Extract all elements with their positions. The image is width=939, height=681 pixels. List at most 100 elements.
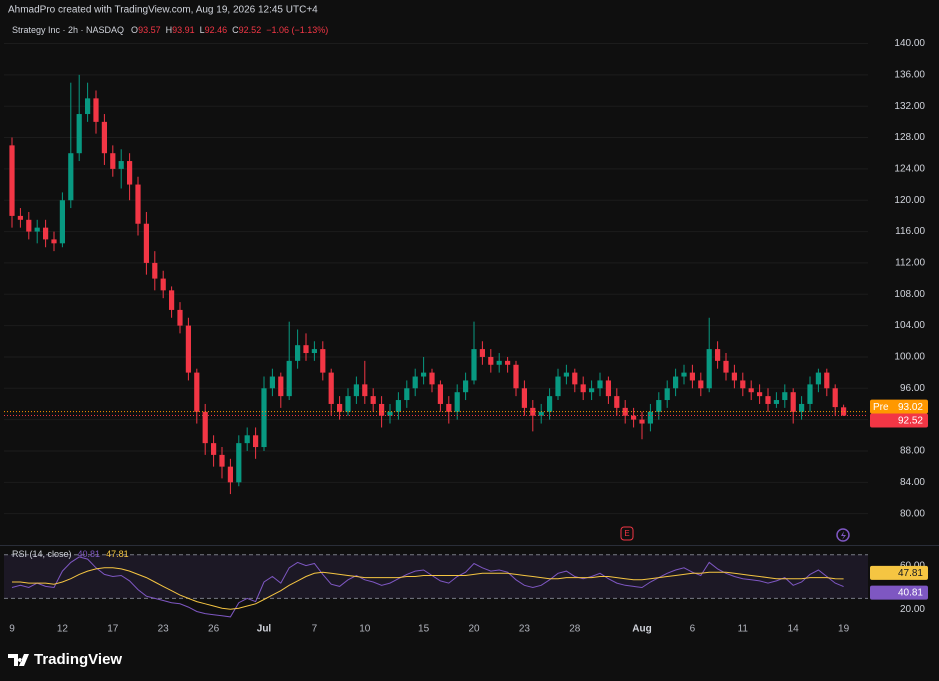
candle-body xyxy=(337,403,343,412)
candle-body xyxy=(807,384,813,404)
candle-body xyxy=(236,443,242,483)
candle-body xyxy=(412,376,418,389)
candle-body xyxy=(656,400,662,412)
x-tick-label: 7 xyxy=(312,624,318,635)
candle-body xyxy=(110,153,116,169)
x-tick-label: 26 xyxy=(208,624,220,635)
candle-body xyxy=(227,466,233,483)
candle-body xyxy=(446,403,452,412)
y-tick-label: 120.00 xyxy=(894,195,925,206)
candle-body xyxy=(471,349,477,381)
candle-body xyxy=(773,400,779,404)
candle-body xyxy=(169,290,175,310)
candle-body xyxy=(429,372,435,385)
x-tick-label: 23 xyxy=(158,624,170,635)
candle-body xyxy=(731,372,737,381)
legend-title: RSI (14, close) xyxy=(12,549,72,559)
candle-body xyxy=(605,380,611,397)
x-tick-label: 23 xyxy=(519,624,531,635)
legend-value: 93.91 xyxy=(172,25,195,35)
candle-body xyxy=(488,356,494,365)
candle-body xyxy=(395,400,401,412)
candle-body xyxy=(152,262,158,279)
candle-body xyxy=(589,388,595,393)
candle-body xyxy=(547,396,553,412)
candle-body xyxy=(295,345,301,361)
candle-body xyxy=(34,227,40,232)
candle-body xyxy=(160,278,166,291)
y-tick-label: 100.00 xyxy=(894,352,925,363)
last-price-bg xyxy=(870,413,928,428)
candle-body xyxy=(437,384,443,404)
premarket-label: Pre xyxy=(873,402,889,413)
legend-prefix: L xyxy=(200,25,205,35)
rsi-band xyxy=(4,554,868,599)
x-tick-label: 12 xyxy=(57,624,69,635)
candle-body xyxy=(194,372,200,412)
legend-prefix: H xyxy=(166,25,173,35)
candle-body xyxy=(43,227,49,240)
candle-body xyxy=(706,349,712,389)
candle-body xyxy=(740,380,746,389)
brand: TradingView xyxy=(34,651,122,668)
candle-body xyxy=(832,388,838,408)
candle-body xyxy=(219,454,225,467)
candle-body xyxy=(362,384,368,397)
candle-body xyxy=(320,349,326,373)
candle-body xyxy=(454,392,460,412)
legend-value: 92.46 xyxy=(205,25,228,35)
candle-body xyxy=(85,98,91,115)
candle-body xyxy=(748,388,754,393)
x-tick-label: 19 xyxy=(838,624,850,635)
tradingview-logo: TradingView xyxy=(8,651,122,668)
last-price: 92.52 xyxy=(898,416,923,427)
candle-body xyxy=(59,200,65,244)
y-tick-label: 104.00 xyxy=(894,320,925,331)
rsi-badge-bg xyxy=(870,565,928,580)
x-tick-label: 14 xyxy=(788,624,800,635)
candle-body xyxy=(647,411,653,424)
candle-body xyxy=(278,376,284,397)
rsi-badge-bg xyxy=(870,585,928,600)
candle-body xyxy=(841,407,847,416)
earnings-marker: E xyxy=(624,529,629,538)
candle-body xyxy=(93,98,99,122)
candle-body xyxy=(311,349,317,354)
candle-body xyxy=(303,345,309,354)
candle-body xyxy=(244,435,250,444)
candle-body xyxy=(505,360,511,365)
candle-body xyxy=(757,392,763,397)
candle-body xyxy=(815,372,821,385)
candle-body xyxy=(127,161,133,185)
y-tick-label: 116.00 xyxy=(895,226,925,237)
legend-value: 47.81 xyxy=(106,549,129,559)
candle-body xyxy=(715,349,721,361)
y-tick-label: 108.00 xyxy=(894,289,925,300)
candle-body xyxy=(26,219,32,232)
candle-body xyxy=(673,376,679,389)
candle-body xyxy=(597,380,603,389)
header: AhmadPro created with TradingView.com, A… xyxy=(8,5,318,16)
candle-body xyxy=(580,384,586,393)
rsi-line xyxy=(12,567,844,610)
y-tick-label: 60.00 xyxy=(900,560,925,571)
candle-body xyxy=(689,372,695,381)
candle-body xyxy=(76,114,82,154)
candle-body xyxy=(782,392,788,401)
x-tick-label: 10 xyxy=(359,624,371,635)
candle-body xyxy=(345,396,351,412)
legend-value: 93.57 xyxy=(138,25,161,35)
candle-body xyxy=(328,372,334,404)
x-tick-label: Aug xyxy=(632,624,651,635)
x-tick-label: 15 xyxy=(418,624,430,635)
legend-change: −1.06 (−1.13%) xyxy=(266,25,328,35)
x-tick-label: 20 xyxy=(468,624,480,635)
candle-body xyxy=(563,372,569,377)
candle-body xyxy=(379,403,385,416)
candle-body xyxy=(253,435,259,448)
candle-body xyxy=(143,223,149,263)
earnings-marker-box xyxy=(620,526,634,541)
candle-body xyxy=(286,360,292,397)
candle-body xyxy=(353,384,359,397)
